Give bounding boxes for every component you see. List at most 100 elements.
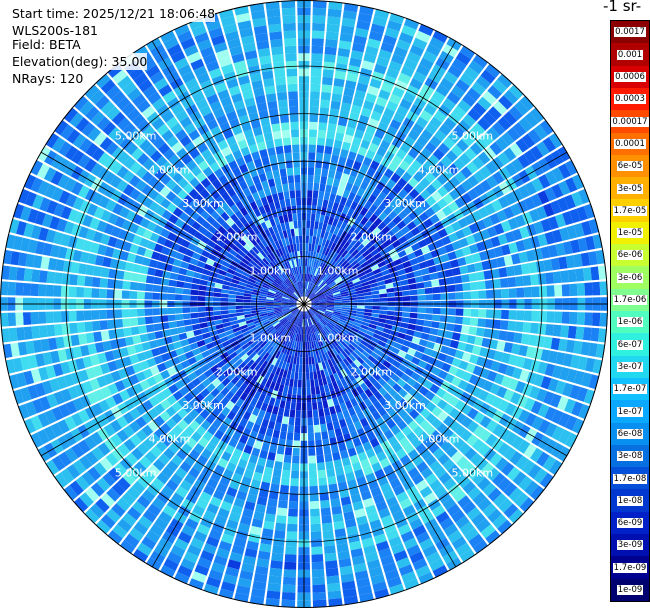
range-gate-cell	[273, 301, 282, 304]
range-gate-cell	[221, 406, 231, 417]
range-gate-cell	[63, 221, 75, 235]
range-gate-cell	[260, 535, 273, 545]
range-gate-cell	[209, 496, 222, 508]
range-gate-cell	[53, 231, 64, 245]
range-gate-cell	[325, 31, 339, 41]
range-gate-cell	[363, 424, 373, 435]
range-gate-cell	[282, 295, 290, 299]
range-gate-cell	[370, 264, 380, 271]
range-gate-cell	[406, 377, 417, 387]
range-gate-cell	[257, 457, 267, 467]
range-gate-cell	[491, 438, 504, 452]
range-gate-cell	[305, 357, 309, 365]
range-gate-cell	[147, 420, 160, 432]
range-gate-cell	[260, 221, 268, 231]
colorbar-unit-label: -1 sr-	[603, 0, 642, 15]
range-gate-cell	[525, 249, 536, 262]
range-gate-cell	[191, 165, 202, 177]
range-gate-cell	[414, 392, 425, 403]
range-gate-cell	[349, 540, 362, 551]
range-ring-label: 5.00km	[115, 130, 157, 143]
range-gate-cell	[460, 429, 473, 442]
range-gate-cell	[289, 298, 297, 302]
range-gate-cell	[194, 334, 204, 342]
range-gate-cell	[429, 116, 443, 129]
range-gate-cell	[403, 205, 414, 215]
range-gate-cell	[207, 239, 217, 249]
range-gate-cell	[192, 461, 205, 473]
range-gate-cell	[453, 437, 466, 450]
range-gate-cell	[273, 305, 282, 308]
range-gate-cell	[402, 260, 412, 269]
range-gate-cell	[338, 40, 352, 50]
range-gate-cell	[462, 282, 471, 291]
range-gate-cell	[246, 160, 256, 171]
range-gate-cell	[329, 320, 337, 326]
range-gate-cell	[317, 294, 325, 299]
range-gate-cell	[386, 418, 397, 429]
range-gate-cell	[84, 276, 93, 287]
range-gate-cell	[269, 348, 276, 356]
range-gate-cell	[400, 345, 410, 353]
range-gate-cell	[291, 324, 296, 332]
range-gate-cell	[194, 393, 205, 403]
range-gate-cell	[393, 205, 403, 215]
range-gate-cell	[0, 312, 9, 327]
range-gate-cell	[308, 455, 316, 464]
range-gate-cell	[315, 447, 324, 456]
range-gate-cell	[398, 363, 408, 373]
range-gate-cell	[306, 220, 311, 229]
range-gate-cell	[271, 476, 281, 485]
range-gate-cell	[409, 551, 425, 564]
range-gate-cell	[340, 573, 355, 583]
range-gate-cell	[333, 459, 343, 469]
range-gate-cell	[249, 275, 258, 281]
range-gate-cell	[115, 270, 125, 280]
range-ring-label: 3.00km	[182, 399, 224, 412]
range-gate-cell	[15, 312, 24, 326]
range-gate-cell	[536, 451, 550, 467]
range-gate-cell	[515, 321, 524, 332]
range-gate-cell	[320, 99, 330, 108]
range-gate-cell	[325, 223, 332, 233]
range-gate-cell	[300, 341, 303, 350]
range-gate-cell	[408, 283, 417, 290]
range-gate-cell	[462, 371, 473, 382]
range-gate-cell	[309, 235, 313, 244]
range-gate-cell	[314, 424, 321, 433]
range-gate-cell	[452, 470, 466, 483]
range-gate-cell	[294, 371, 299, 380]
range-gate-cell	[53, 285, 62, 297]
range-gate-cell	[507, 217, 519, 230]
range-gate-cell	[246, 240, 255, 249]
range-gate-cell	[363, 465, 374, 476]
range-gate-cell	[348, 332, 356, 339]
range-gate-cell	[350, 413, 360, 424]
range-gate-cell	[498, 498, 513, 513]
range-gate-cell	[330, 340, 337, 348]
range-gate-cell	[531, 416, 544, 431]
range-gate-cell	[142, 399, 154, 411]
range-gate-cell	[493, 100, 508, 115]
range-gate-cell	[282, 416, 289, 425]
range-gate-cell	[375, 325, 385, 332]
range-gate-cell	[475, 457, 489, 471]
range-gate-cell	[507, 277, 517, 288]
range-gate-cell	[325, 184, 332, 194]
range-gate-cell	[285, 312, 292, 318]
range-gate-cell	[477, 443, 491, 457]
range-gate-cell	[85, 264, 95, 276]
range-gate-cell	[598, 265, 607, 280]
range-gate-cell	[498, 267, 508, 278]
range-gate-cell	[346, 319, 355, 325]
range-gate-cell	[234, 241, 244, 250]
range-gate-cell	[72, 133, 87, 149]
range-gate-cell	[286, 288, 293, 295]
range-gate-cell	[153, 243, 164, 253]
range-gate-cell	[442, 458, 456, 472]
range-gate-cell	[45, 284, 54, 297]
range-gate-cell	[311, 45, 324, 54]
range-gate-cell	[254, 254, 262, 262]
range-gate-cell	[489, 141, 503, 156]
range-gate-cell	[350, 548, 364, 558]
